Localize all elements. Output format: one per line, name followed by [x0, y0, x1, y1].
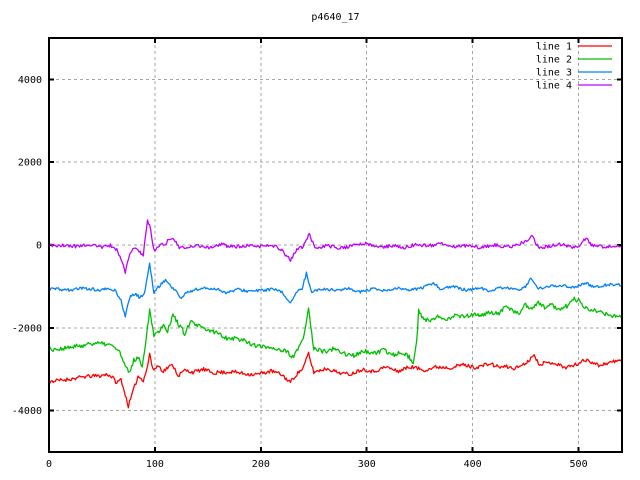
- legend-item-label: line 3: [536, 68, 572, 79]
- y-tick-label: -2000: [12, 323, 42, 334]
- x-tick-label: 500: [570, 459, 588, 470]
- legend-item-label: line 2: [536, 55, 572, 66]
- series-line-1: [49, 351, 623, 409]
- series-line-2: [48, 296, 622, 373]
- chart-title: p4640_17: [311, 12, 360, 23]
- plot-border: [48, 37, 623, 453]
- x-tick-label: 200: [252, 459, 270, 470]
- y-tick-label: 0: [36, 241, 42, 252]
- y-tick-label: 4000: [18, 75, 42, 86]
- legend-item-label: line 4: [536, 81, 572, 92]
- x-tick-label: 400: [464, 459, 482, 470]
- series-line-3: [48, 262, 623, 318]
- y-tick-label: 2000: [18, 158, 42, 169]
- y-tick-label: -4000: [12, 406, 42, 417]
- series-line-4: [48, 219, 623, 274]
- x-tick-label: 100: [146, 459, 164, 470]
- x-tick-label: 0: [46, 459, 52, 470]
- legend-item-label: line 1: [536, 42, 572, 53]
- x-tick-label: 300: [358, 459, 376, 470]
